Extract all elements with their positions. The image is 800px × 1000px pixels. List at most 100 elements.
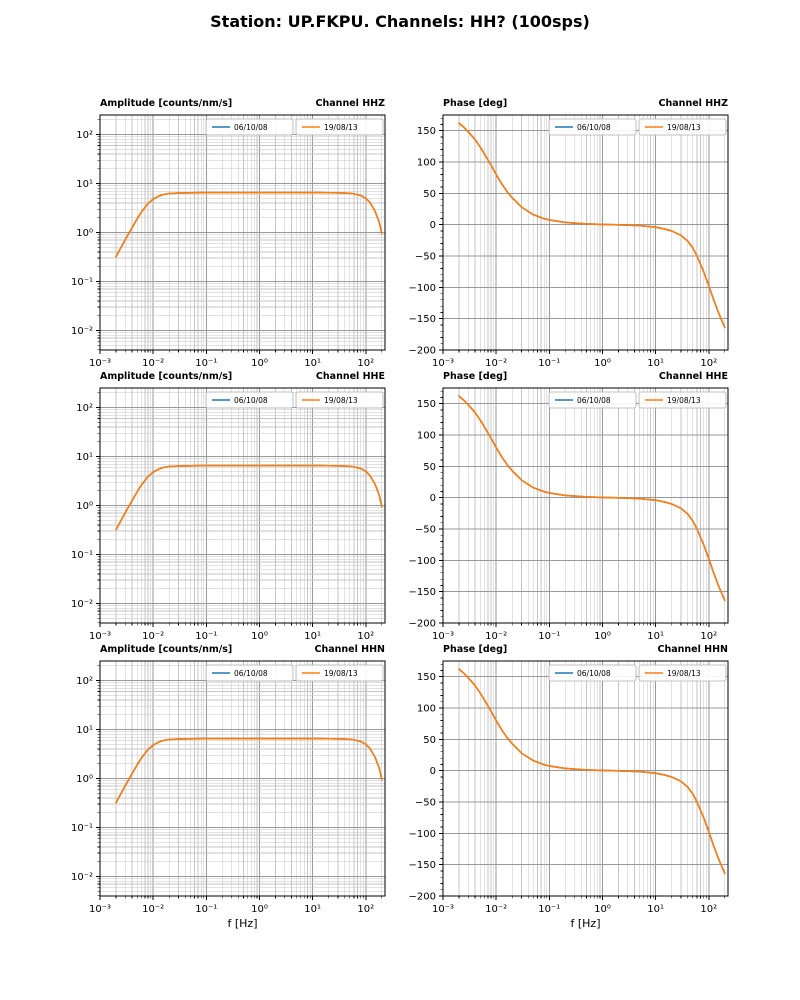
series-line-19-08-13 (115, 737, 383, 804)
svg-text:10⁻²: 10⁻² (71, 599, 93, 610)
figure-title: Station: UP.FKPU. Channels: HH? (100sps) (210, 12, 590, 31)
svg-text:06/10/08: 06/10/08 (234, 123, 268, 132)
x-axis-label: f [Hz] (571, 917, 601, 930)
tick-labels: 10⁻³ 10⁻² 10⁻¹ 10⁰ 10¹ 10² −200 −150 −100 −50 0 50 1… (409, 399, 718, 642)
svg-text:10¹: 10¹ (304, 631, 321, 642)
panel-title-right: Channel HHZ (316, 98, 386, 109)
svg-text:10²: 10² (357, 631, 374, 642)
panel-title-left: Amplitude [counts/nm/s] (100, 644, 232, 655)
svg-text:10⁰: 10⁰ (594, 631, 611, 642)
svg-text:10²: 10² (700, 631, 717, 642)
svg-text:−150: −150 (409, 587, 436, 598)
svg-text:10⁻³: 10⁻³ (89, 631, 111, 642)
svg-text:−150: −150 (409, 860, 436, 871)
legend-entry-06-10-08: 06/10/08 (205, 664, 294, 682)
svg-text:10²: 10² (700, 904, 717, 915)
svg-text:−50: −50 (415, 252, 436, 263)
tick-labels: 10⁻³ 10⁻² 10⁻¹ 10⁰ 10¹ 10² 10⁻² 10⁻¹ 10⁰ 10¹ 10² (71, 403, 374, 642)
svg-text:−150: −150 (409, 314, 436, 325)
axis-ticks (439, 390, 726, 627)
tick-labels: 10⁻³ 10⁻² 10⁻¹ 10⁰ 10¹ 10² −200 −150 −100 −50 0 50 1… (409, 126, 718, 369)
svg-text:19/08/13: 19/08/13 (324, 669, 358, 678)
svg-text:10⁰: 10⁰ (251, 904, 268, 915)
svg-text:10¹: 10¹ (647, 358, 664, 369)
svg-text:10²: 10² (700, 358, 717, 369)
series-line-06-10-08 (458, 395, 726, 602)
series-line-19-08-13 (458, 668, 726, 875)
svg-text:−200: −200 (409, 346, 436, 357)
series-line-06-10-08 (458, 122, 726, 329)
tick-labels: 10⁻³ 10⁻² 10⁻¹ 10⁰ 10¹ 10² 10⁻² 10⁻¹ 10⁰ 10¹ 10² (71, 130, 374, 369)
x-axis-label: f [Hz] (228, 917, 258, 930)
svg-text:10⁻²: 10⁻² (71, 872, 93, 883)
svg-text:150: 150 (417, 672, 436, 683)
series-line-19-08-13 (458, 122, 726, 329)
legend-entry-19-08-13: 19/08/13 (295, 118, 384, 136)
legend-entry-19-08-13: 19/08/13 (638, 664, 727, 682)
svg-text:10²: 10² (357, 904, 374, 915)
svg-text:10⁻¹: 10⁻¹ (71, 277, 93, 288)
svg-text:10⁻²: 10⁻² (71, 326, 93, 337)
svg-text:10⁻¹: 10⁻¹ (538, 358, 560, 369)
svg-text:10¹: 10¹ (304, 904, 321, 915)
svg-text:50: 50 (423, 462, 436, 473)
svg-text:10⁻¹: 10⁻¹ (71, 550, 93, 561)
svg-text:−50: −50 (415, 798, 436, 809)
svg-text:10⁻³: 10⁻³ (432, 358, 454, 369)
svg-text:10⁻²: 10⁻² (485, 631, 507, 642)
svg-text:10⁰: 10⁰ (594, 904, 611, 915)
axis-ticks (96, 665, 383, 900)
svg-text:150: 150 (417, 399, 436, 410)
tick-labels: 10⁻³ 10⁻² 10⁻¹ 10⁰ 10¹ 10² 10⁻² 10⁻¹ 10⁰ 10¹ 10² (71, 676, 374, 915)
svg-text:19/08/13: 19/08/13 (324, 123, 358, 132)
legend: 06/10/08 19/08/13 (548, 391, 727, 409)
subplot-amplitude-hhz: 10⁻³ 10⁻² 10⁻¹ 10⁰ 10¹ 10² 10⁻² 10⁻¹ 10⁰ 10¹ 10² Am… (71, 98, 386, 369)
axis-ticks (439, 117, 726, 354)
svg-text:10⁰: 10⁰ (594, 358, 611, 369)
panel-title-right: Channel HHE (316, 371, 385, 382)
svg-text:10¹: 10¹ (76, 725, 93, 736)
panel-title-right: Channel HHN (314, 644, 385, 655)
svg-text:06/10/08: 06/10/08 (234, 396, 268, 405)
svg-text:06/10/08: 06/10/08 (577, 123, 611, 132)
svg-text:10⁻¹: 10⁻¹ (538, 631, 560, 642)
legend-entry-06-10-08: 06/10/08 (205, 118, 294, 136)
svg-text:10¹: 10¹ (76, 179, 93, 190)
svg-text:10¹: 10¹ (647, 631, 664, 642)
svg-text:19/08/13: 19/08/13 (667, 669, 701, 678)
panel-title-left: Amplitude [counts/nm/s] (100, 98, 232, 109)
svg-text:50: 50 (423, 735, 436, 746)
subplot-phase-hhz: 10⁻³ 10⁻² 10⁻¹ 10⁰ 10¹ 10² −200 −150 −100 −50 0 50 1… (409, 98, 729, 369)
series-line-06-10-08 (458, 668, 726, 875)
svg-text:0: 0 (430, 220, 436, 231)
svg-text:10⁰: 10⁰ (251, 631, 268, 642)
svg-text:100: 100 (417, 431, 436, 442)
axis-ticks (96, 392, 383, 627)
subplot-amplitude-hhn: 10⁻³ 10⁻² 10⁻¹ 10⁰ 10¹ 10² 10⁻² 10⁻¹ 10⁰ 10¹ 10² Am… (71, 644, 386, 930)
svg-text:10⁻³: 10⁻³ (89, 904, 111, 915)
svg-text:100: 100 (417, 704, 436, 715)
legend-entry-19-08-13: 19/08/13 (638, 118, 727, 136)
svg-text:10¹: 10¹ (76, 452, 93, 463)
svg-text:−200: −200 (409, 619, 436, 630)
svg-text:10¹: 10¹ (304, 358, 321, 369)
svg-text:10²: 10² (76, 676, 93, 687)
svg-text:10⁻³: 10⁻³ (432, 904, 454, 915)
legend: 06/10/08 19/08/13 (205, 118, 384, 136)
svg-text:10⁻¹: 10⁻¹ (71, 823, 93, 834)
svg-text:10⁻²: 10⁻² (142, 631, 164, 642)
subplot-amplitude-hhe: 10⁻³ 10⁻² 10⁻¹ 10⁰ 10¹ 10² 10⁻² 10⁻¹ 10⁰ 10¹ 10² Am… (71, 371, 386, 642)
panel-title-left: Phase [deg] (443, 644, 507, 655)
svg-text:10⁻¹: 10⁻¹ (195, 631, 217, 642)
axes-frame (442, 387, 729, 624)
legend-entry-06-10-08: 06/10/08 (548, 391, 637, 409)
panel-title-left: Phase [deg] (443, 371, 507, 382)
svg-text:10⁻²: 10⁻² (142, 358, 164, 369)
svg-text:10⁻¹: 10⁻¹ (538, 904, 560, 915)
svg-text:−100: −100 (409, 556, 436, 567)
axis-ticks (439, 663, 726, 900)
legend: 06/10/08 19/08/13 (548, 664, 727, 682)
legend-entry-06-10-08: 06/10/08 (548, 118, 637, 136)
svg-text:06/10/08: 06/10/08 (577, 396, 611, 405)
